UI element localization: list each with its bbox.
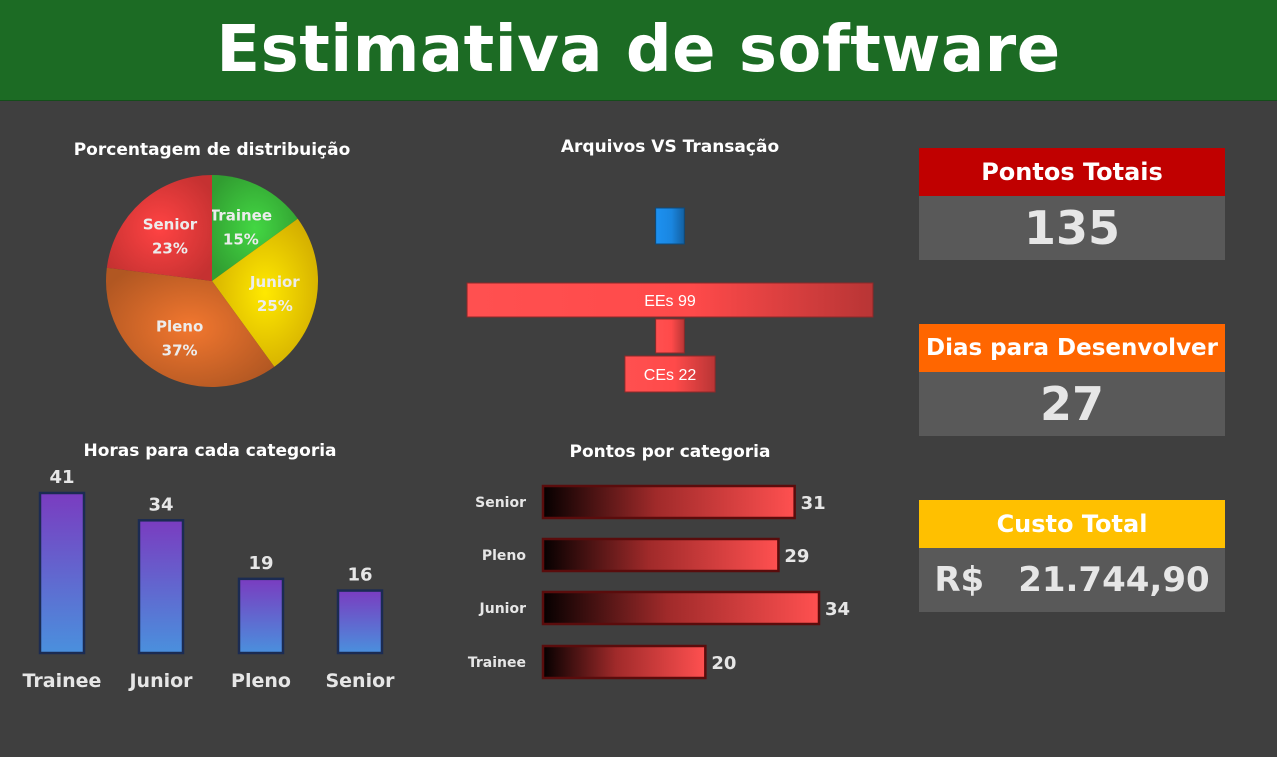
funnel-svg: Arquivos VS Transação EEs 99 CEs 22	[420, 125, 920, 415]
total-cost-card: Custo Total R$ 21.744,90	[919, 500, 1225, 612]
points-value-trainee: 20	[711, 653, 736, 674]
total-cost-currency: R$	[934, 560, 984, 600]
pie-svg: Porcentagem de distribuição Trainee 15% Jun…	[30, 125, 395, 415]
pie-label-trainee: Trainee	[210, 206, 272, 224]
points-category-trainee: Trainee	[468, 655, 526, 671]
hours-per-category-chart: Horas para cada categoria 41 Trainee 34 Juni…	[10, 430, 410, 700]
points-bar-senior	[543, 486, 795, 518]
days-to-develop-label: Dias para Desenvolver	[919, 324, 1225, 372]
points-bar-junior	[543, 592, 819, 624]
funnel-label-3: CEs 22	[644, 367, 697, 384]
total-points-value: 135	[919, 196, 1225, 260]
files-vs-transactions-chart: Arquivos VS Transação EEs 99 CEs 22	[420, 125, 920, 415]
total-cost-value: 21.744,90	[1018, 560, 1209, 600]
funnel-bar-0	[656, 208, 685, 244]
page-title: Estimativa de software	[216, 13, 1060, 87]
hours-bar-trainee	[40, 493, 84, 653]
hours-category-pleno: Pleno	[231, 670, 291, 692]
hours-svg: Horas para cada categoria 41 Trainee 34 Juni…	[10, 430, 410, 700]
pie-value-trainee: 15%	[223, 230, 259, 248]
pie-label-junior: Junior	[249, 273, 300, 291]
distribution-pie-chart: Porcentagem de distribuição Trainee 15% Jun…	[30, 125, 395, 415]
funnel-label-1: EEs 99	[644, 293, 696, 310]
hours-value-junior: 34	[148, 494, 173, 515]
hours-value-pleno: 19	[248, 553, 273, 574]
funnel-title: Arquivos VS Transação	[561, 137, 779, 157]
pie-value-junior: 25%	[257, 297, 293, 315]
hours-bar-pleno	[239, 579, 283, 653]
total-cost-label: Custo Total	[919, 500, 1225, 548]
hours-value-senior: 16	[347, 565, 372, 586]
pie-value-pleno: 37%	[162, 342, 198, 360]
pie-title: Porcentagem de distribuição	[74, 140, 351, 160]
hours-category-junior: Junior	[127, 670, 193, 692]
points-svg: Pontos por categoria Senior 31 Pleno 29 Junio…	[440, 430, 900, 700]
pie-value-senior: 23%	[152, 239, 188, 257]
hours-bar-junior	[139, 520, 183, 653]
hours-category-senior: Senior	[325, 670, 395, 692]
points-bar-trainee	[543, 646, 705, 678]
days-to-develop-value: 27	[919, 372, 1225, 436]
total-cost-body: R$ 21.744,90	[919, 548, 1225, 612]
total-points-label: Pontos Totais	[919, 148, 1225, 196]
hours-bar-senior	[338, 591, 382, 653]
total-points-card: Pontos Totais 135	[919, 148, 1225, 260]
points-value-pleno: 29	[784, 546, 809, 567]
hours-category-trainee: Trainee	[23, 670, 102, 692]
points-per-category-chart: Pontos por categoria Senior 31 Pleno 29 Junio…	[440, 430, 900, 700]
points-title: Pontos por categoria	[570, 442, 771, 462]
funnel-bar-2	[656, 319, 685, 353]
points-category-pleno: Pleno	[482, 548, 527, 564]
pie-label-senior: Senior	[143, 215, 198, 233]
points-category-senior: Senior	[475, 495, 526, 511]
header-banner: Estimativa de software	[0, 0, 1277, 101]
points-category-junior: Junior	[479, 601, 527, 617]
hours-title: Horas para cada categoria	[83, 441, 336, 461]
points-value-senior: 31	[801, 493, 826, 514]
hours-value-trainee: 41	[49, 467, 74, 488]
points-value-junior: 34	[825, 599, 850, 620]
pie-label-pleno: Pleno	[156, 318, 203, 336]
days-to-develop-card: Dias para Desenvolver 27	[919, 324, 1225, 436]
points-bar-pleno	[543, 539, 778, 571]
